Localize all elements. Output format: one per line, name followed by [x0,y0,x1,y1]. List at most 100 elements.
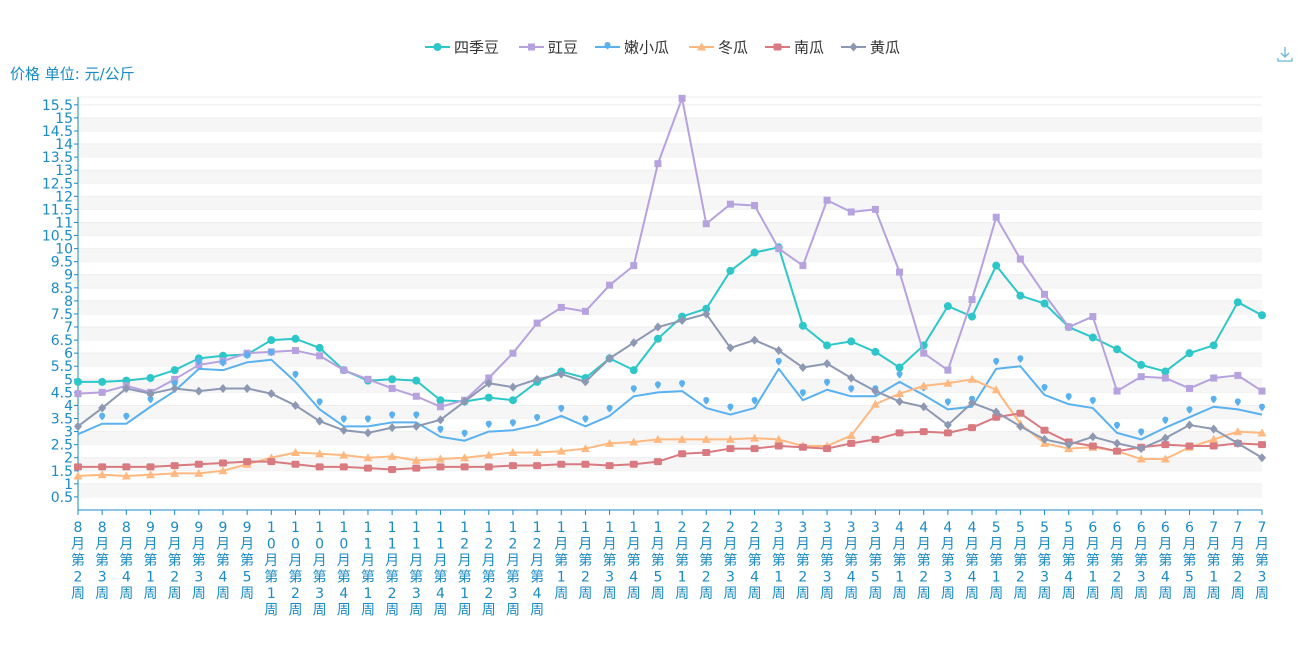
data-point[interactable] [653,434,663,443]
data-point[interactable] [484,450,494,459]
data-point[interactable] [677,434,687,443]
data-point[interactable] [1040,299,1049,308]
series-6[interactable] [74,309,1266,463]
data-point[interactable] [388,465,397,473]
data-point[interactable] [532,447,542,456]
data-point[interactable] [1113,438,1122,448]
data-point[interactable] [315,449,325,458]
data-point[interactable] [1234,398,1241,406]
data-point[interactable] [871,386,880,396]
data-point[interactable] [98,377,107,386]
data-point[interactable] [799,389,806,397]
data-point[interactable] [290,447,300,456]
data-point[interactable] [1137,360,1146,369]
data-point[interactable] [122,463,131,471]
data-point[interactable] [218,383,227,393]
data-point[interactable] [316,352,324,360]
data-point[interactable] [1136,454,1146,463]
data-point[interactable] [436,415,445,425]
data-point[interactable] [968,296,976,304]
data-point[interactable] [98,403,107,413]
data-point[interactable] [702,309,711,319]
data-point[interactable] [1088,442,1097,450]
series-5[interactable] [74,409,1266,473]
data-point[interactable] [484,393,493,402]
data-point[interactable] [387,451,397,460]
legend-item[interactable]: 豇豆 [519,39,578,57]
data-point[interactable] [340,366,348,374]
data-point[interactable] [363,428,372,438]
data-point[interactable] [267,336,276,345]
data-point[interactable] [774,434,784,443]
data-point[interactable] [1089,313,1097,321]
data-point[interactable] [798,363,807,373]
data-point[interactable] [291,334,300,343]
data-point[interactable] [364,375,372,383]
data-point[interactable] [268,348,275,357]
data-point[interactable] [557,303,565,311]
data-point[interactable] [484,378,493,388]
data-point[interactable] [1258,441,1266,449]
data-point[interactable] [896,268,904,276]
data-point[interactable] [702,220,710,228]
data-point[interactable] [725,434,735,443]
data-point[interactable] [630,385,637,393]
data-point[interactable] [919,428,928,436]
data-point[interactable] [534,414,541,422]
data-point[interactable] [1233,438,1242,448]
data-point[interactable] [1065,393,1072,401]
data-point[interactable] [1185,349,1194,358]
data-point[interactable] [412,464,421,472]
data-point[interactable] [920,349,928,357]
data-point[interactable] [1234,371,1242,379]
legend-item[interactable]: 黄瓜 [841,39,900,57]
data-point[interactable] [339,425,348,435]
data-point[interactable] [799,262,807,270]
data-point[interactable] [1016,291,1025,300]
data-point[interactable] [195,357,202,366]
data-point[interactable] [1162,416,1169,425]
data-point[interactable] [824,378,831,387]
data-point[interactable] [1161,374,1169,382]
data-point[interactable] [701,434,711,443]
data-point[interactable] [219,359,226,367]
data-point[interactable] [412,392,420,400]
series-3[interactable] [75,348,1265,442]
data-point[interactable] [606,281,614,289]
legend-item[interactable]: 南瓜 [765,39,824,57]
data-point[interactable] [413,411,420,419]
data-point[interactable] [943,420,952,430]
data-point[interactable] [171,375,179,383]
data-point[interactable] [847,337,856,346]
data-point[interactable] [653,458,662,466]
data-point[interactable] [74,421,82,431]
data-point[interactable] [1137,444,1146,454]
data-point[interactable] [363,453,373,462]
data-point[interactable] [292,370,299,379]
data-point[interactable] [726,266,735,275]
data-point[interactable] [291,400,300,410]
data-point[interactable] [1113,387,1121,395]
data-point[interactable] [870,399,880,408]
data-point[interactable] [678,450,687,458]
data-point[interactable] [629,437,639,446]
data-point[interactable] [1040,434,1049,444]
data-point[interactable] [750,335,759,345]
data-point[interactable] [461,429,468,438]
data-point[interactable] [895,397,904,407]
series-line[interactable] [77,358,1263,442]
data-point[interactable] [194,468,204,477]
data-point[interactable] [363,464,372,472]
data-point[interactable] [703,397,710,405]
data-point[interactable] [896,370,903,379]
data-point[interactable] [412,376,421,385]
data-point[interactable] [750,445,759,453]
data-point[interactable] [315,463,324,471]
data-point[interactable] [1209,442,1218,450]
data-point[interactable] [170,366,179,375]
data-point[interactable] [339,463,348,471]
data-point[interactable] [823,341,832,350]
data-point[interactable] [1113,447,1122,455]
data-point[interactable] [678,315,687,325]
data-point[interactable] [508,396,517,405]
